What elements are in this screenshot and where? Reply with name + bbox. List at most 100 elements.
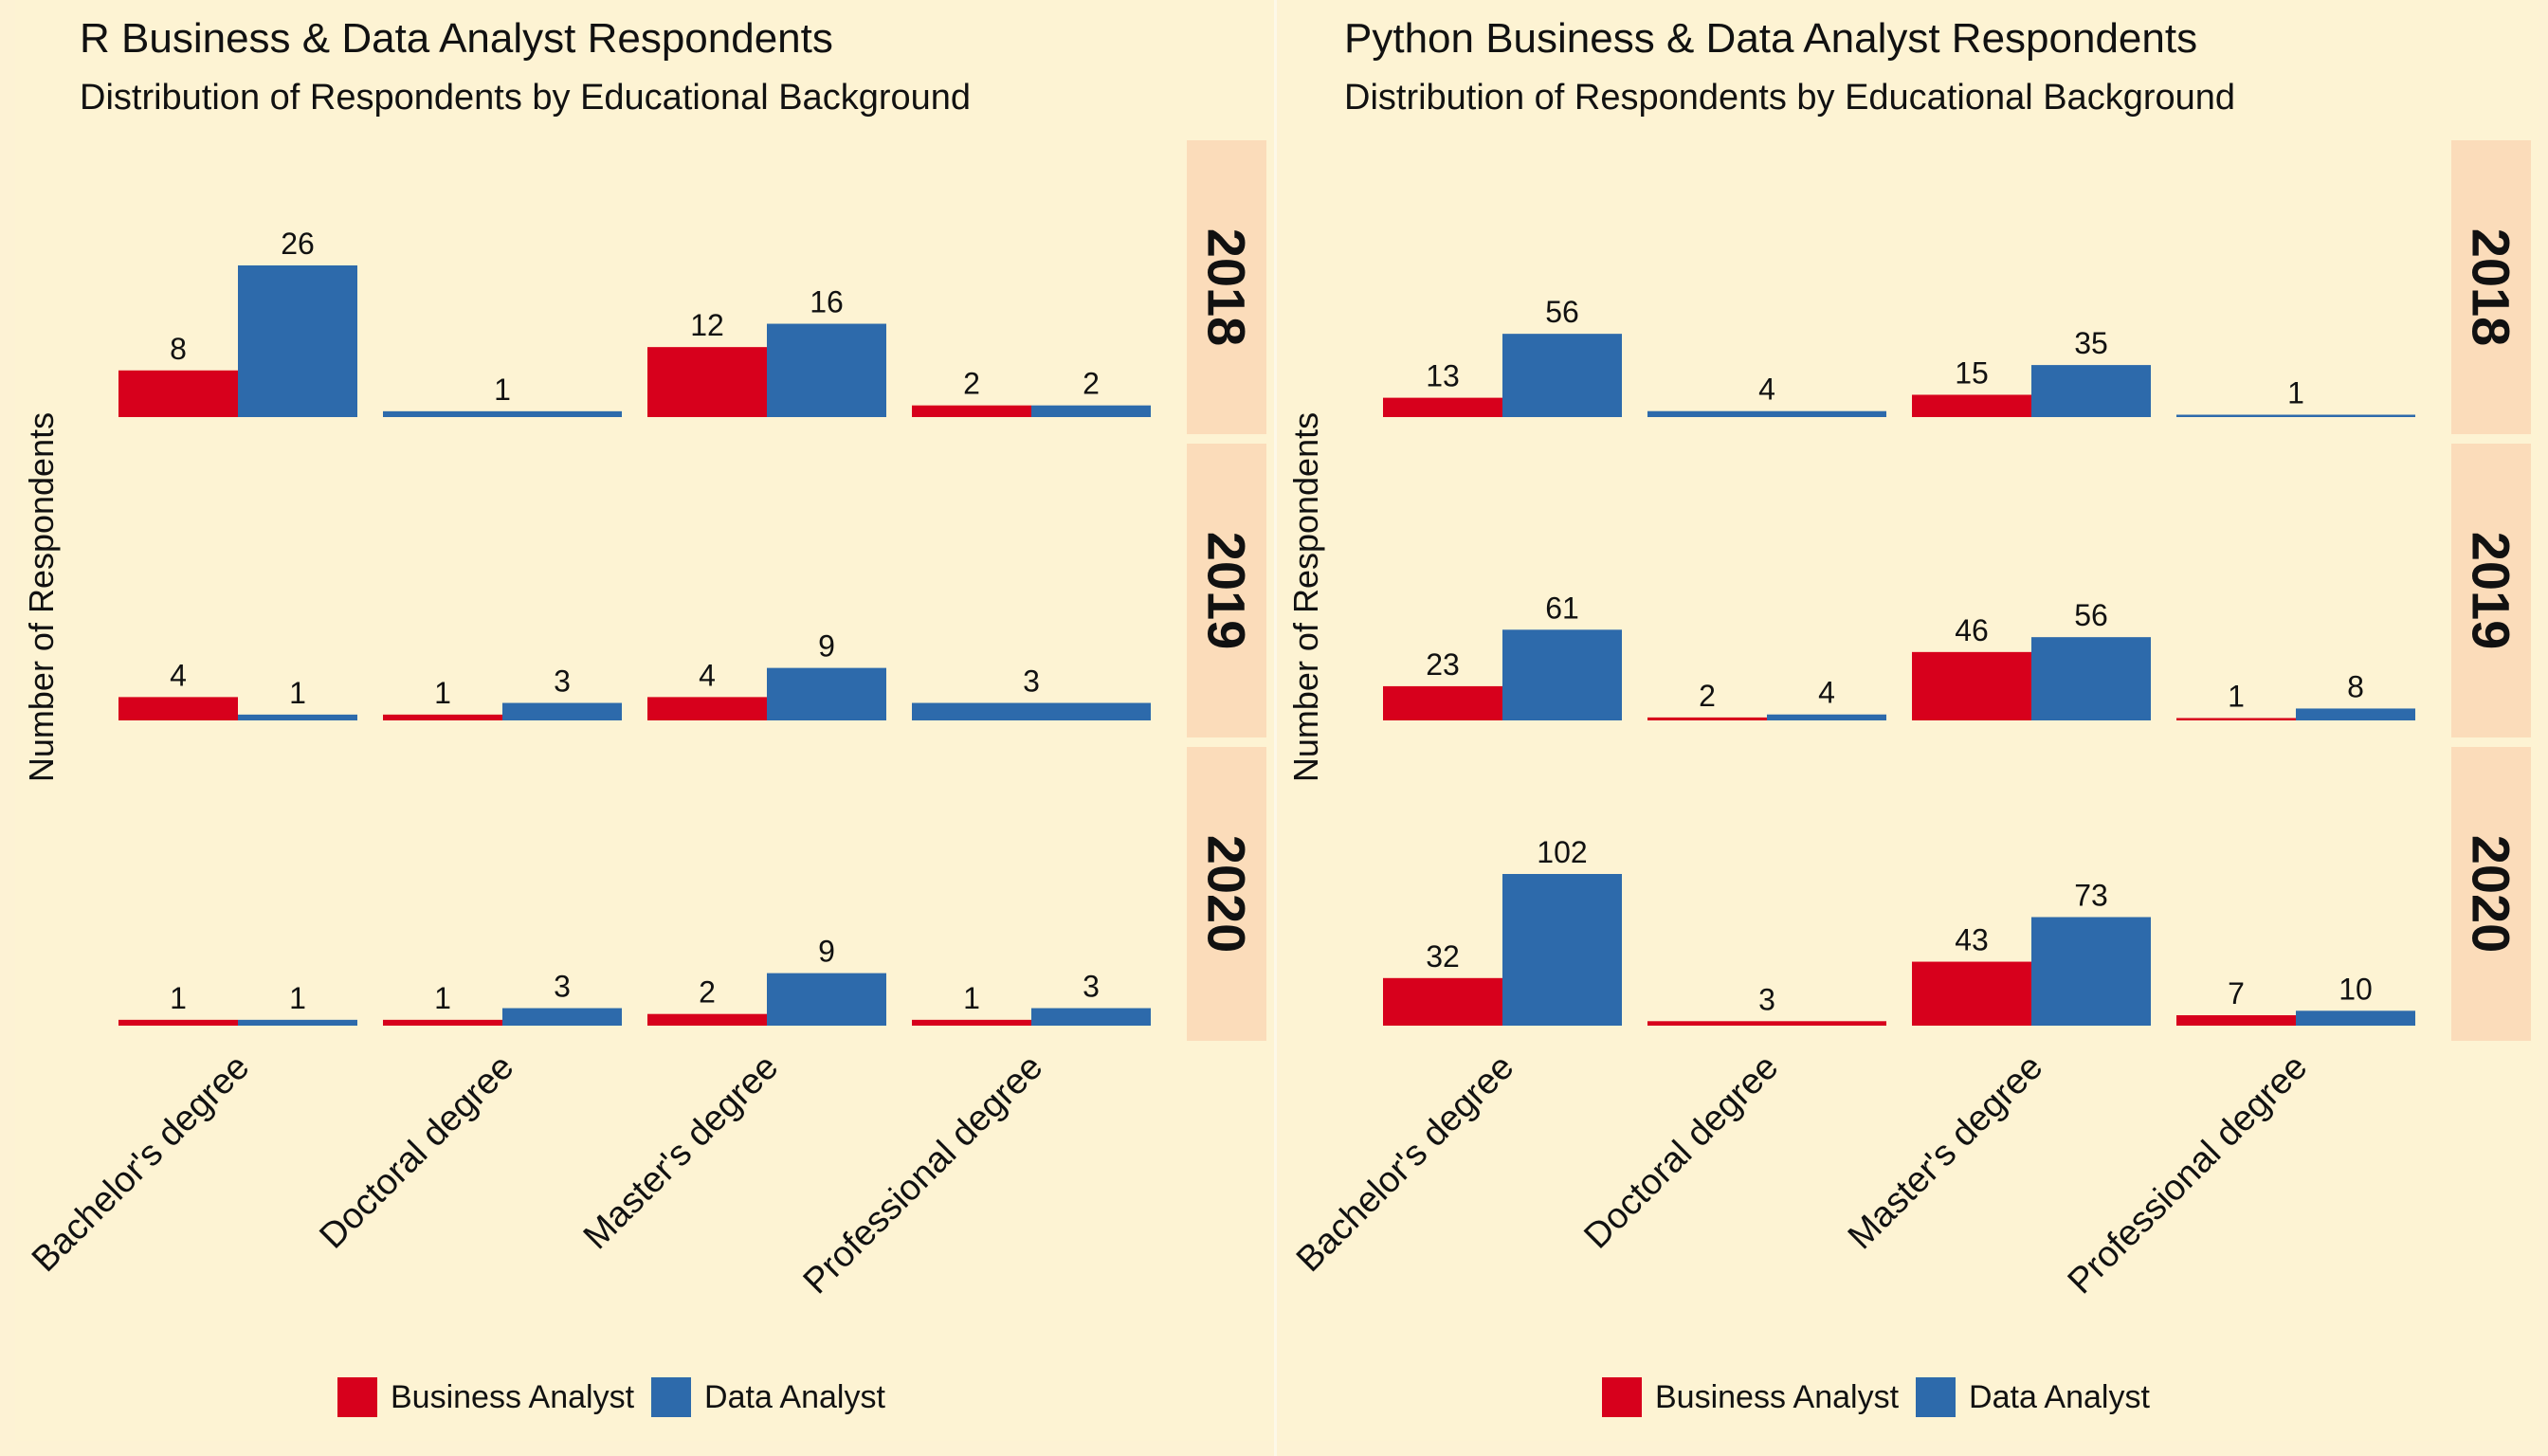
data-label: 3 bbox=[1758, 982, 1775, 1016]
x-tick-label: Master's degree bbox=[1841, 1047, 2051, 1258]
data-label: 1 bbox=[2228, 680, 2245, 714]
data-label: 26 bbox=[281, 227, 315, 261]
bar bbox=[238, 714, 357, 720]
data-label: 35 bbox=[2074, 326, 2108, 360]
data-label: 2 bbox=[699, 975, 716, 1010]
bar bbox=[1767, 714, 1886, 720]
bar bbox=[647, 347, 767, 417]
data-label: 15 bbox=[1955, 355, 1989, 390]
legend: Business Analyst Data Analyst bbox=[1602, 1376, 2167, 1418]
data-label: 2 bbox=[1083, 367, 1100, 401]
x-tick-label: Professional degree bbox=[2061, 1047, 2316, 1302]
bar bbox=[1647, 410, 1886, 417]
data-label: 23 bbox=[1426, 647, 1460, 682]
data-label: 1 bbox=[289, 676, 306, 710]
bar bbox=[118, 370, 238, 417]
data-label: 1 bbox=[2287, 376, 2304, 410]
data-label: 10 bbox=[2339, 972, 2373, 1006]
bar bbox=[383, 1019, 502, 1026]
legend-label: Business Analyst bbox=[391, 1378, 635, 1415]
data-label: 1 bbox=[963, 981, 980, 1015]
data-label: 1 bbox=[289, 981, 306, 1015]
data-label: 1 bbox=[170, 981, 187, 1015]
data-label: 13 bbox=[1426, 359, 1460, 393]
bar bbox=[767, 667, 886, 720]
bar bbox=[1502, 629, 1622, 720]
bar bbox=[502, 1008, 622, 1026]
x-tick-label: Master's degree bbox=[576, 1047, 787, 1258]
bar bbox=[1383, 977, 1502, 1026]
facet-strip-2019: 2019 bbox=[1187, 444, 1266, 737]
bar bbox=[647, 697, 767, 720]
data-label: 32 bbox=[1426, 939, 1460, 974]
bar bbox=[238, 265, 357, 417]
data-label: 3 bbox=[1083, 970, 1100, 1004]
bar bbox=[1647, 717, 1767, 720]
data-label: 12 bbox=[690, 308, 724, 342]
data-label: 3 bbox=[1023, 664, 1040, 699]
legend-label: Data Analyst bbox=[704, 1378, 885, 1415]
facet-strip-2018: 2018 bbox=[1187, 140, 1266, 434]
bar bbox=[912, 702, 1151, 720]
facet-strip-2020: 2020 bbox=[1187, 747, 1266, 1041]
x-tick-label: Bachelor's degree bbox=[25, 1047, 257, 1280]
data-label: 4 bbox=[1758, 373, 1775, 407]
bar bbox=[912, 405, 1031, 417]
legend-label: Business Analyst bbox=[1655, 1378, 1900, 1415]
chart-title: Python Business & Data Analyst Responden… bbox=[1344, 15, 2198, 62]
data-label: 4 bbox=[699, 658, 716, 692]
bar bbox=[1031, 405, 1151, 417]
data-label: 4 bbox=[1818, 676, 1835, 710]
data-label: 1 bbox=[434, 676, 451, 710]
bar-plot-area: 8 26 1 12 16 2 2 4 1 1 3 4 9 3 1 1 1 3 2 9 1 3 Bachelor's degr… bbox=[25, 227, 1151, 1301]
legend-label: Data Analyst bbox=[1969, 1378, 2150, 1415]
bar bbox=[1912, 961, 2031, 1026]
bar bbox=[1502, 334, 1622, 417]
r-chart-panel: R Business & Data Analyst Respondents Di… bbox=[15, 0, 1274, 1441]
facet-strip-2020: 2020 bbox=[2451, 747, 2531, 1041]
bar bbox=[912, 1019, 1031, 1026]
python-chart-panel: Python Business & Data Analyst Responden… bbox=[1280, 0, 2539, 1441]
bar bbox=[2176, 718, 2296, 720]
x-tick-label: Doctoral degree bbox=[1576, 1047, 1786, 1257]
bar bbox=[1647, 1021, 1886, 1026]
data-label: 73 bbox=[2074, 878, 2108, 912]
legend: Business Analyst Data Analyst bbox=[337, 1376, 902, 1418]
x-tick-label: Bachelor's degree bbox=[1289, 1047, 1521, 1280]
bar bbox=[238, 1019, 357, 1026]
data-label: 1 bbox=[434, 981, 451, 1015]
data-label: 1 bbox=[494, 373, 511, 407]
bar bbox=[2176, 414, 2415, 417]
legend-key-data-analyst bbox=[651, 1377, 692, 1417]
data-label: 7 bbox=[2228, 976, 2245, 1010]
bar bbox=[502, 702, 622, 720]
chart-subtitle: Distribution of Respondents by Education… bbox=[80, 78, 972, 118]
data-label: 56 bbox=[1545, 295, 1579, 329]
bar bbox=[1383, 685, 1502, 720]
data-label: 46 bbox=[1955, 613, 1989, 647]
data-label: 16 bbox=[810, 285, 844, 319]
data-label: 2 bbox=[963, 367, 980, 401]
data-label: 9 bbox=[818, 935, 835, 969]
bar bbox=[118, 697, 238, 720]
bar bbox=[2176, 1015, 2296, 1026]
bar-plot-area: 13 56 4 15 35 1 23 61 2 4 46 56 1 8 32 102 3 43 73 7 10 Bache… bbox=[1289, 295, 2415, 1302]
data-label: 8 bbox=[170, 332, 187, 366]
data-label: 4 bbox=[170, 658, 187, 692]
x-tick-label: Doctoral degree bbox=[312, 1047, 521, 1257]
data-label: 3 bbox=[554, 970, 571, 1004]
data-label: 8 bbox=[2347, 669, 2364, 703]
data-label: 61 bbox=[1545, 591, 1579, 625]
panel-divider bbox=[1274, 0, 1277, 1456]
bar bbox=[2031, 365, 2151, 417]
data-label: 3 bbox=[554, 664, 571, 699]
bar bbox=[647, 1013, 767, 1026]
bar bbox=[383, 410, 622, 417]
facet-strip-2019: 2019 bbox=[2451, 444, 2531, 737]
bar bbox=[1912, 651, 2031, 720]
legend-key-data-analyst bbox=[1916, 1377, 1956, 1417]
bar bbox=[1031, 1008, 1151, 1026]
chart-title: R Business & Data Analyst Respondents bbox=[80, 15, 833, 62]
bar bbox=[2296, 708, 2415, 720]
